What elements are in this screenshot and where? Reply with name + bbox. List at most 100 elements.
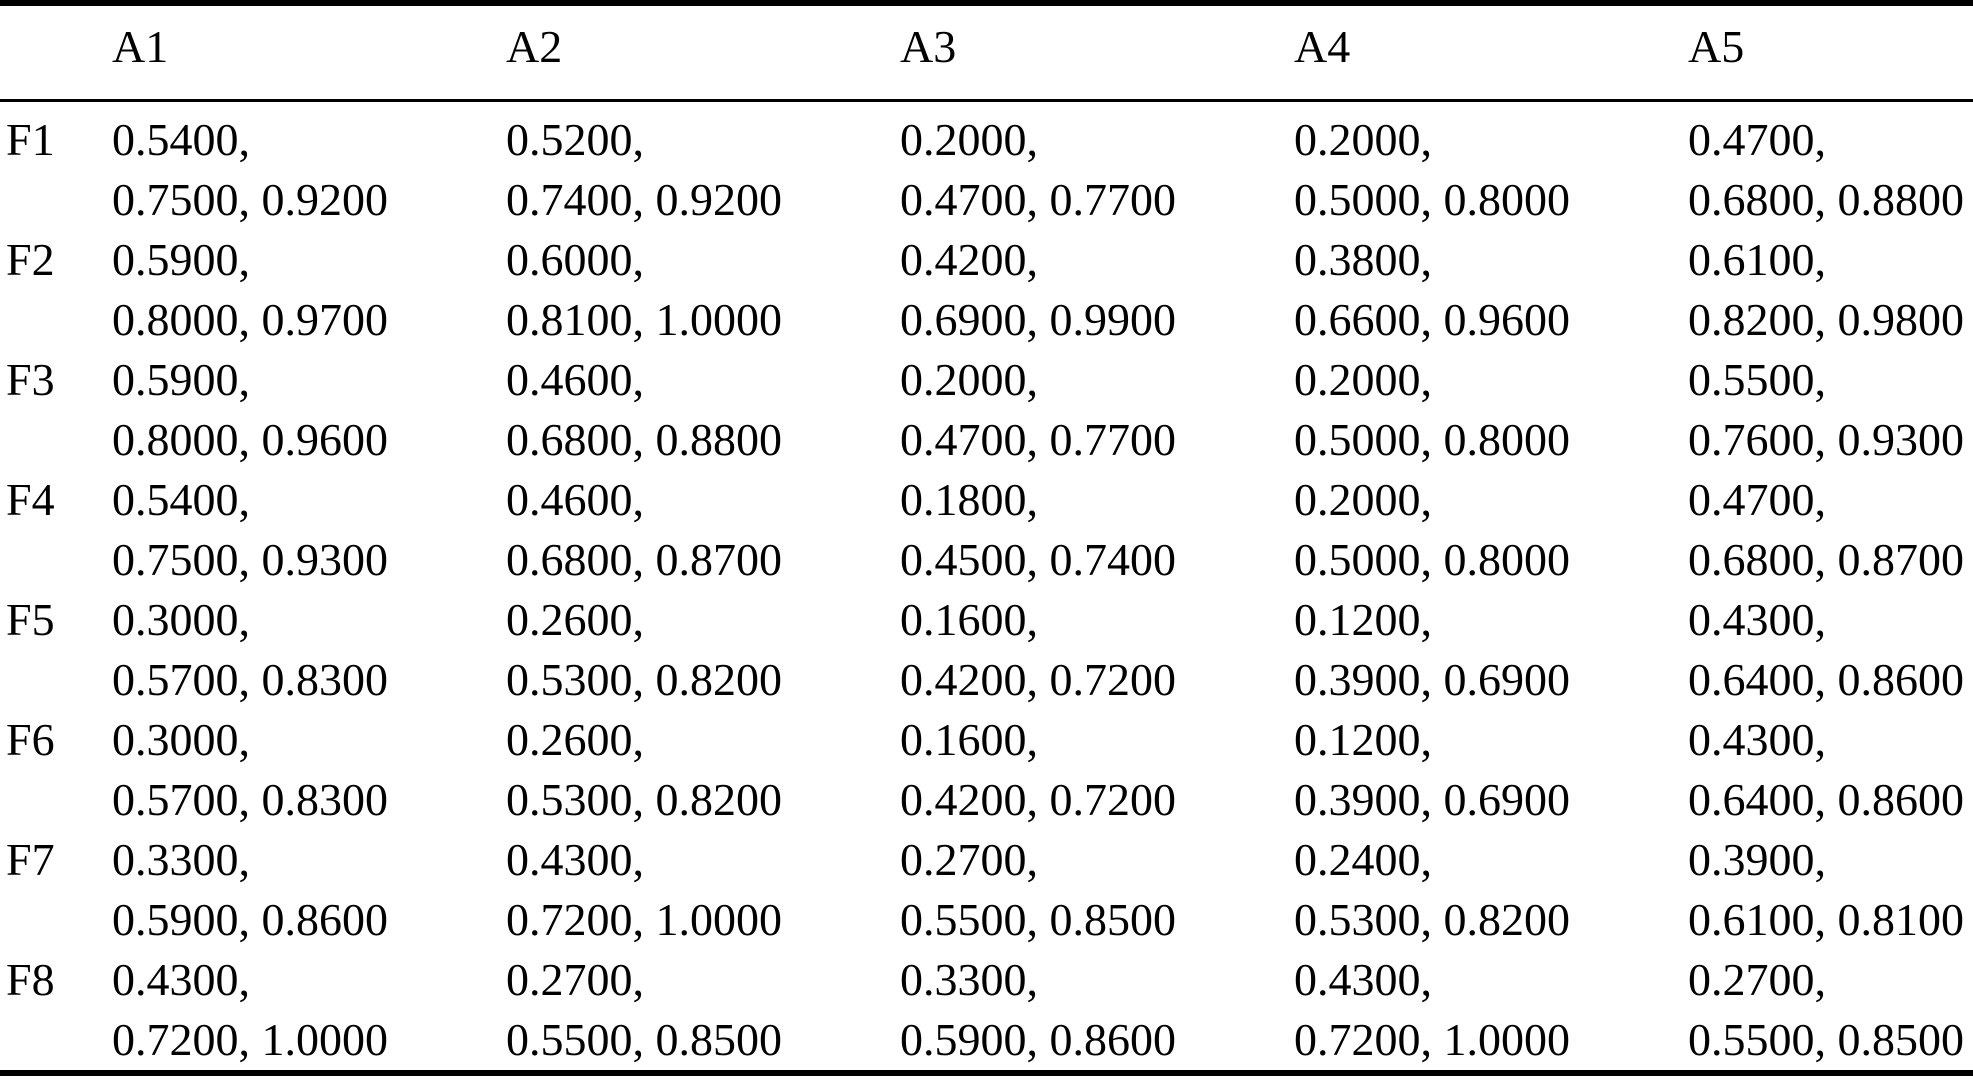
cell-line-2: 0.6900, 0.9900 [900,294,1176,345]
table-cell: 0.2000, 0.4700, 0.7700 [900,350,1294,470]
table-cell: 0.4300, 0.7200, 1.0000 [112,950,506,1073]
table-cell: 0.5400, 0.7500, 0.9200 [112,101,506,231]
table-cell: 0.2700, 0.5500, 0.8500 [900,830,1294,950]
cell-line-1: 0.5900, [112,354,250,405]
cell-line-1: 0.4300, [506,834,644,885]
table-cell: 0.4300, 0.6400, 0.8600 [1688,710,1973,830]
table-cell: 0.2000, 0.4700, 0.7700 [900,101,1294,231]
table-row-f2: F2 0.5900, 0.8000, 0.9700 0.6000, 0.8100, 1.… [0,230,1973,350]
cell-line-2: 0.3900, 0.6900 [1294,654,1570,705]
row-label: F1 [6,114,55,165]
table-cell: 0.6100, 0.8200, 0.9800 [1688,230,1973,350]
cell-line-1: 0.3000, [112,594,250,645]
table-cell: 0.6000, 0.8100, 1.0000 [506,230,900,350]
column-header-a5: A5 [1688,3,1973,102]
cell-line-2: 0.5300, 0.8200 [506,774,782,825]
cell-line-1: 0.2700, [900,834,1038,885]
cell-line-2: 0.5900, 0.8600 [900,1014,1176,1065]
cell-line-1: 0.5900, [112,234,250,285]
table-cell: 0.1200, 0.3900, 0.6900 [1294,590,1688,710]
cell-line-2: 0.5000, 0.8000 [1294,414,1570,465]
cell-line-1: 0.4700, [1688,114,1826,165]
cell-line-2: 0.7500, 0.9300 [112,534,388,585]
cell-line-1: 0.2600, [506,594,644,645]
column-header-a4: A4 [1294,3,1688,102]
cell-line-1: 0.2000, [1294,354,1432,405]
cell-line-1: 0.6100, [1688,234,1826,285]
cell-line-1: 0.3300, [900,954,1038,1005]
cell-line-1: 0.4300, [1688,714,1826,765]
cell-line-2: 0.8100, 1.0000 [506,294,782,345]
row-label: F7 [6,834,55,885]
cell-line-1: 0.4200, [900,234,1038,285]
cell-line-1: 0.6000, [506,234,644,285]
cell-line-1: 0.3300, [112,834,250,885]
cell-line-1: 0.5400, [112,474,250,525]
cell-line-2: 0.7200, 1.0000 [112,1014,388,1065]
cell-line-1: 0.4700, [1688,474,1826,525]
cell-line-2: 0.6100, 0.8100 [1688,894,1964,945]
cell-line-1: 0.4300, [1688,594,1826,645]
cell-line-2: 0.6800, 0.8700 [1688,534,1964,585]
table-cell: 0.3000, 0.5700, 0.8300 [112,710,506,830]
table-cell: 0.2700, 0.5500, 0.8500 [1688,950,1973,1073]
cell-line-2: 0.6800, 0.8700 [506,534,782,585]
cell-line-1: 0.4300, [1294,954,1432,1005]
table-cell: 0.2000, 0.5000, 0.8000 [1294,101,1688,231]
cell-line-2: 0.5300, 0.8200 [506,654,782,705]
cell-line-2: 0.3900, 0.6900 [1294,774,1570,825]
table-cell: 0.4200, 0.6900, 0.9900 [900,230,1294,350]
table-cell: 0.4300, 0.7200, 1.0000 [506,830,900,950]
column-header-a3: A3 [900,3,1294,102]
table-cell: 0.1600, 0.4200, 0.7200 [900,590,1294,710]
cell-line-2: 0.6400, 0.8600 [1688,774,1964,825]
header-row: A1 A2 A3 A4 A5 [0,3,1973,102]
row-label: F6 [6,714,55,765]
table-cell: 0.4600, 0.6800, 0.8800 [506,350,900,470]
cell-line-1: 0.2000, [900,114,1038,165]
cell-line-2: 0.5700, 0.8300 [112,654,388,705]
cell-line-2: 0.8200, 0.9800 [1688,294,1964,345]
cell-line-1: 0.1800, [900,474,1038,525]
corner-cell [0,3,112,102]
cell-line-1: 0.1200, [1294,714,1432,765]
cell-line-1: 0.1200, [1294,594,1432,645]
table-cell: 0.3800, 0.6600, 0.9600 [1294,230,1688,350]
table-cell: 0.5900, 0.8000, 0.9700 [112,230,506,350]
cell-line-2: 0.7200, 1.0000 [1294,1014,1570,1065]
cell-line-2: 0.5000, 0.8000 [1294,174,1570,225]
table-row-f8: F8 0.4300, 0.7200, 1.0000 0.2700, 0.5500, 0.… [0,950,1973,1073]
cell-line-2: 0.7200, 1.0000 [506,894,782,945]
cell-line-1: 0.2600, [506,714,644,765]
cell-line-2: 0.5900, 0.8600 [112,894,388,945]
cell-line-2: 0.5000, 0.8000 [1294,534,1570,585]
cell-line-1: 0.4600, [506,354,644,405]
cell-line-2: 0.8000, 0.9700 [112,294,388,345]
cell-line-1: 0.1600, [900,714,1038,765]
cell-line-2: 0.7400, 0.9200 [506,174,782,225]
table-cell: 0.1600, 0.4200, 0.7200 [900,710,1294,830]
cell-line-1: 0.4300, [112,954,250,1005]
table-cell: 0.3300, 0.5900, 0.8600 [900,950,1294,1073]
table-cell: 0.4700, 0.6800, 0.8800 [1688,101,1973,231]
table-row-f6: F6 0.3000, 0.5700, 0.8300 0.2600, 0.5300, 0.… [0,710,1973,830]
cell-line-1: 0.4600, [506,474,644,525]
table-cell: 0.4600, 0.6800, 0.8700 [506,470,900,590]
cell-line-1: 0.5400, [112,114,250,165]
table-cell: 0.5900, 0.8000, 0.9600 [112,350,506,470]
cell-line-2: 0.5500, 0.8500 [506,1014,782,1065]
table-cell: 0.3300, 0.5900, 0.8600 [112,830,506,950]
table-row-f5: F5 0.3000, 0.5700, 0.8300 0.2600, 0.5300, 0.… [0,590,1973,710]
table-cell: 0.2600, 0.5300, 0.8200 [506,590,900,710]
row-label: F4 [6,474,55,525]
cell-line-1: 0.5500, [1688,354,1826,405]
cell-line-2: 0.4700, 0.7700 [900,174,1176,225]
cell-line-2: 0.6400, 0.8600 [1688,654,1964,705]
table-row-f1: F1 0.5400, 0.7500, 0.9200 0.5200, 0.7400, 0.… [0,101,1973,231]
table-cell: 0.4700, 0.6800, 0.8700 [1688,470,1973,590]
table-cell: 0.5200, 0.7400, 0.9200 [506,101,900,231]
cell-line-2: 0.6600, 0.9600 [1294,294,1570,345]
cell-line-1: 0.2000, [1294,474,1432,525]
